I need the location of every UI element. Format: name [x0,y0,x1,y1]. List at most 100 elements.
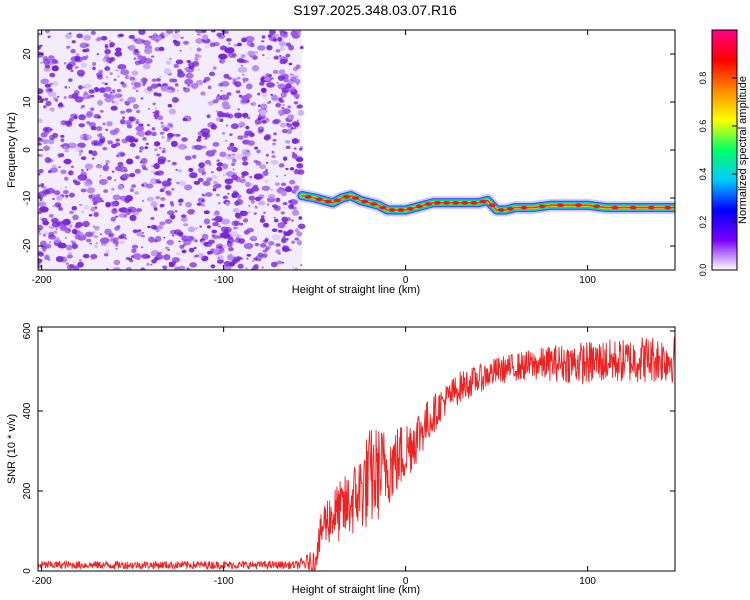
noise-speckle [109,57,116,62]
noise-speckle [188,167,194,173]
noise-speckle [296,163,304,169]
spectrogram-y-label: Frequency (Hz) [6,112,18,188]
noise-speckle [255,124,258,126]
noise-speckle [129,214,137,222]
snr-series-line [38,336,675,571]
noise-speckle [279,122,288,128]
noise-speckle [217,94,220,97]
noise-speckle [142,83,146,87]
noise-speckle [284,174,286,177]
noise-speckle [185,201,192,208]
noise-speckle [276,188,284,194]
noise-speckle [295,64,301,70]
noise-speckle [160,251,163,254]
spectrogram-x-ticks: -200 -100 0 100 [32,30,596,286]
noise-speckle [253,212,257,215]
noise-speckle [218,202,221,205]
noise-speckle [85,112,93,119]
noise-speckle [64,148,70,153]
noise-speckle [283,245,286,248]
noise-speckle [201,233,209,240]
signal-hotspot [488,203,496,207]
noise-speckle [217,257,220,260]
noise-speckle [225,185,231,190]
noise-speckle [271,150,275,154]
noise-speckle [249,175,253,179]
noise-speckle [106,176,112,181]
noise-speckle [219,45,228,51]
noise-speckle [201,34,209,41]
noise-speckle [177,169,182,173]
noise-speckle [281,106,285,110]
noise-speckle [68,117,74,122]
noise-speckle [265,161,269,164]
noise-speckle [220,218,231,225]
noise-speckle [167,248,171,251]
noise-speckle [88,214,93,217]
noise-speckle [279,32,287,37]
noise-speckle [153,141,161,147]
noise-speckle [92,62,97,66]
noise-speckle [171,161,177,166]
noise-speckle [98,69,104,74]
noise-speckle [69,32,72,35]
noise-speckle [296,240,303,246]
noise-speckle [93,141,98,146]
noise-speckle [206,250,214,255]
noise-speckle [280,211,285,215]
noise-speckle [232,226,238,230]
signal-hotspot [315,197,323,201]
noise-speckle [63,62,67,65]
noise-speckle [239,257,244,260]
colorbar-tick-label: 0.2 [698,216,708,229]
signal-hotspot [452,201,460,205]
noise-speckle [224,178,234,185]
noise-speckle [176,181,180,185]
noise-speckle [74,224,80,230]
noise-speckle [157,83,162,87]
snr-x-ticks: -200 -100 0 100 [32,327,596,587]
noise-speckle [89,94,95,98]
noise-speckle [161,136,165,139]
noise-speckle [251,101,257,106]
noise-speckle [300,45,304,49]
noise-speckle [285,42,292,47]
noise-speckle [105,128,108,131]
noise-speckle [265,245,272,250]
signal-hotspot [506,207,514,211]
noise-speckle [139,132,145,138]
noise-speckle [229,133,233,137]
noise-speckle [272,204,275,207]
noise-speckle [227,192,230,195]
noise-speckle [150,200,158,208]
noise-speckle [122,173,130,179]
noise-speckle [197,177,204,183]
noise-speckle [38,172,41,176]
noise-speckle [97,100,103,106]
noise-speckle [130,255,135,258]
noise-speckle [183,223,189,227]
noise-speckle [70,69,74,73]
noise-speckle [38,184,41,188]
noise-speckle [121,83,127,88]
noise-speckle [62,189,69,195]
noise-speckle [65,194,69,198]
noise-speckle [49,107,55,112]
noise-speckle [171,97,179,103]
noise-speckle [225,124,229,127]
noise-speckle [154,107,157,110]
noise-speckle [261,91,268,98]
noise-speckle [99,233,103,236]
noise-speckle [151,259,157,264]
noise-speckle [128,44,136,52]
noise-speckle [139,149,142,153]
noise-speckle [68,78,73,82]
x-tick-label: -200 [32,576,52,587]
noise-speckle [259,242,267,248]
noise-speckle [230,47,234,51]
noise-speckle [172,234,175,237]
noise-speckle [148,131,151,134]
noise-speckle [220,232,230,239]
noise-speckle [69,210,75,215]
x-tick-label: 100 [579,576,596,587]
